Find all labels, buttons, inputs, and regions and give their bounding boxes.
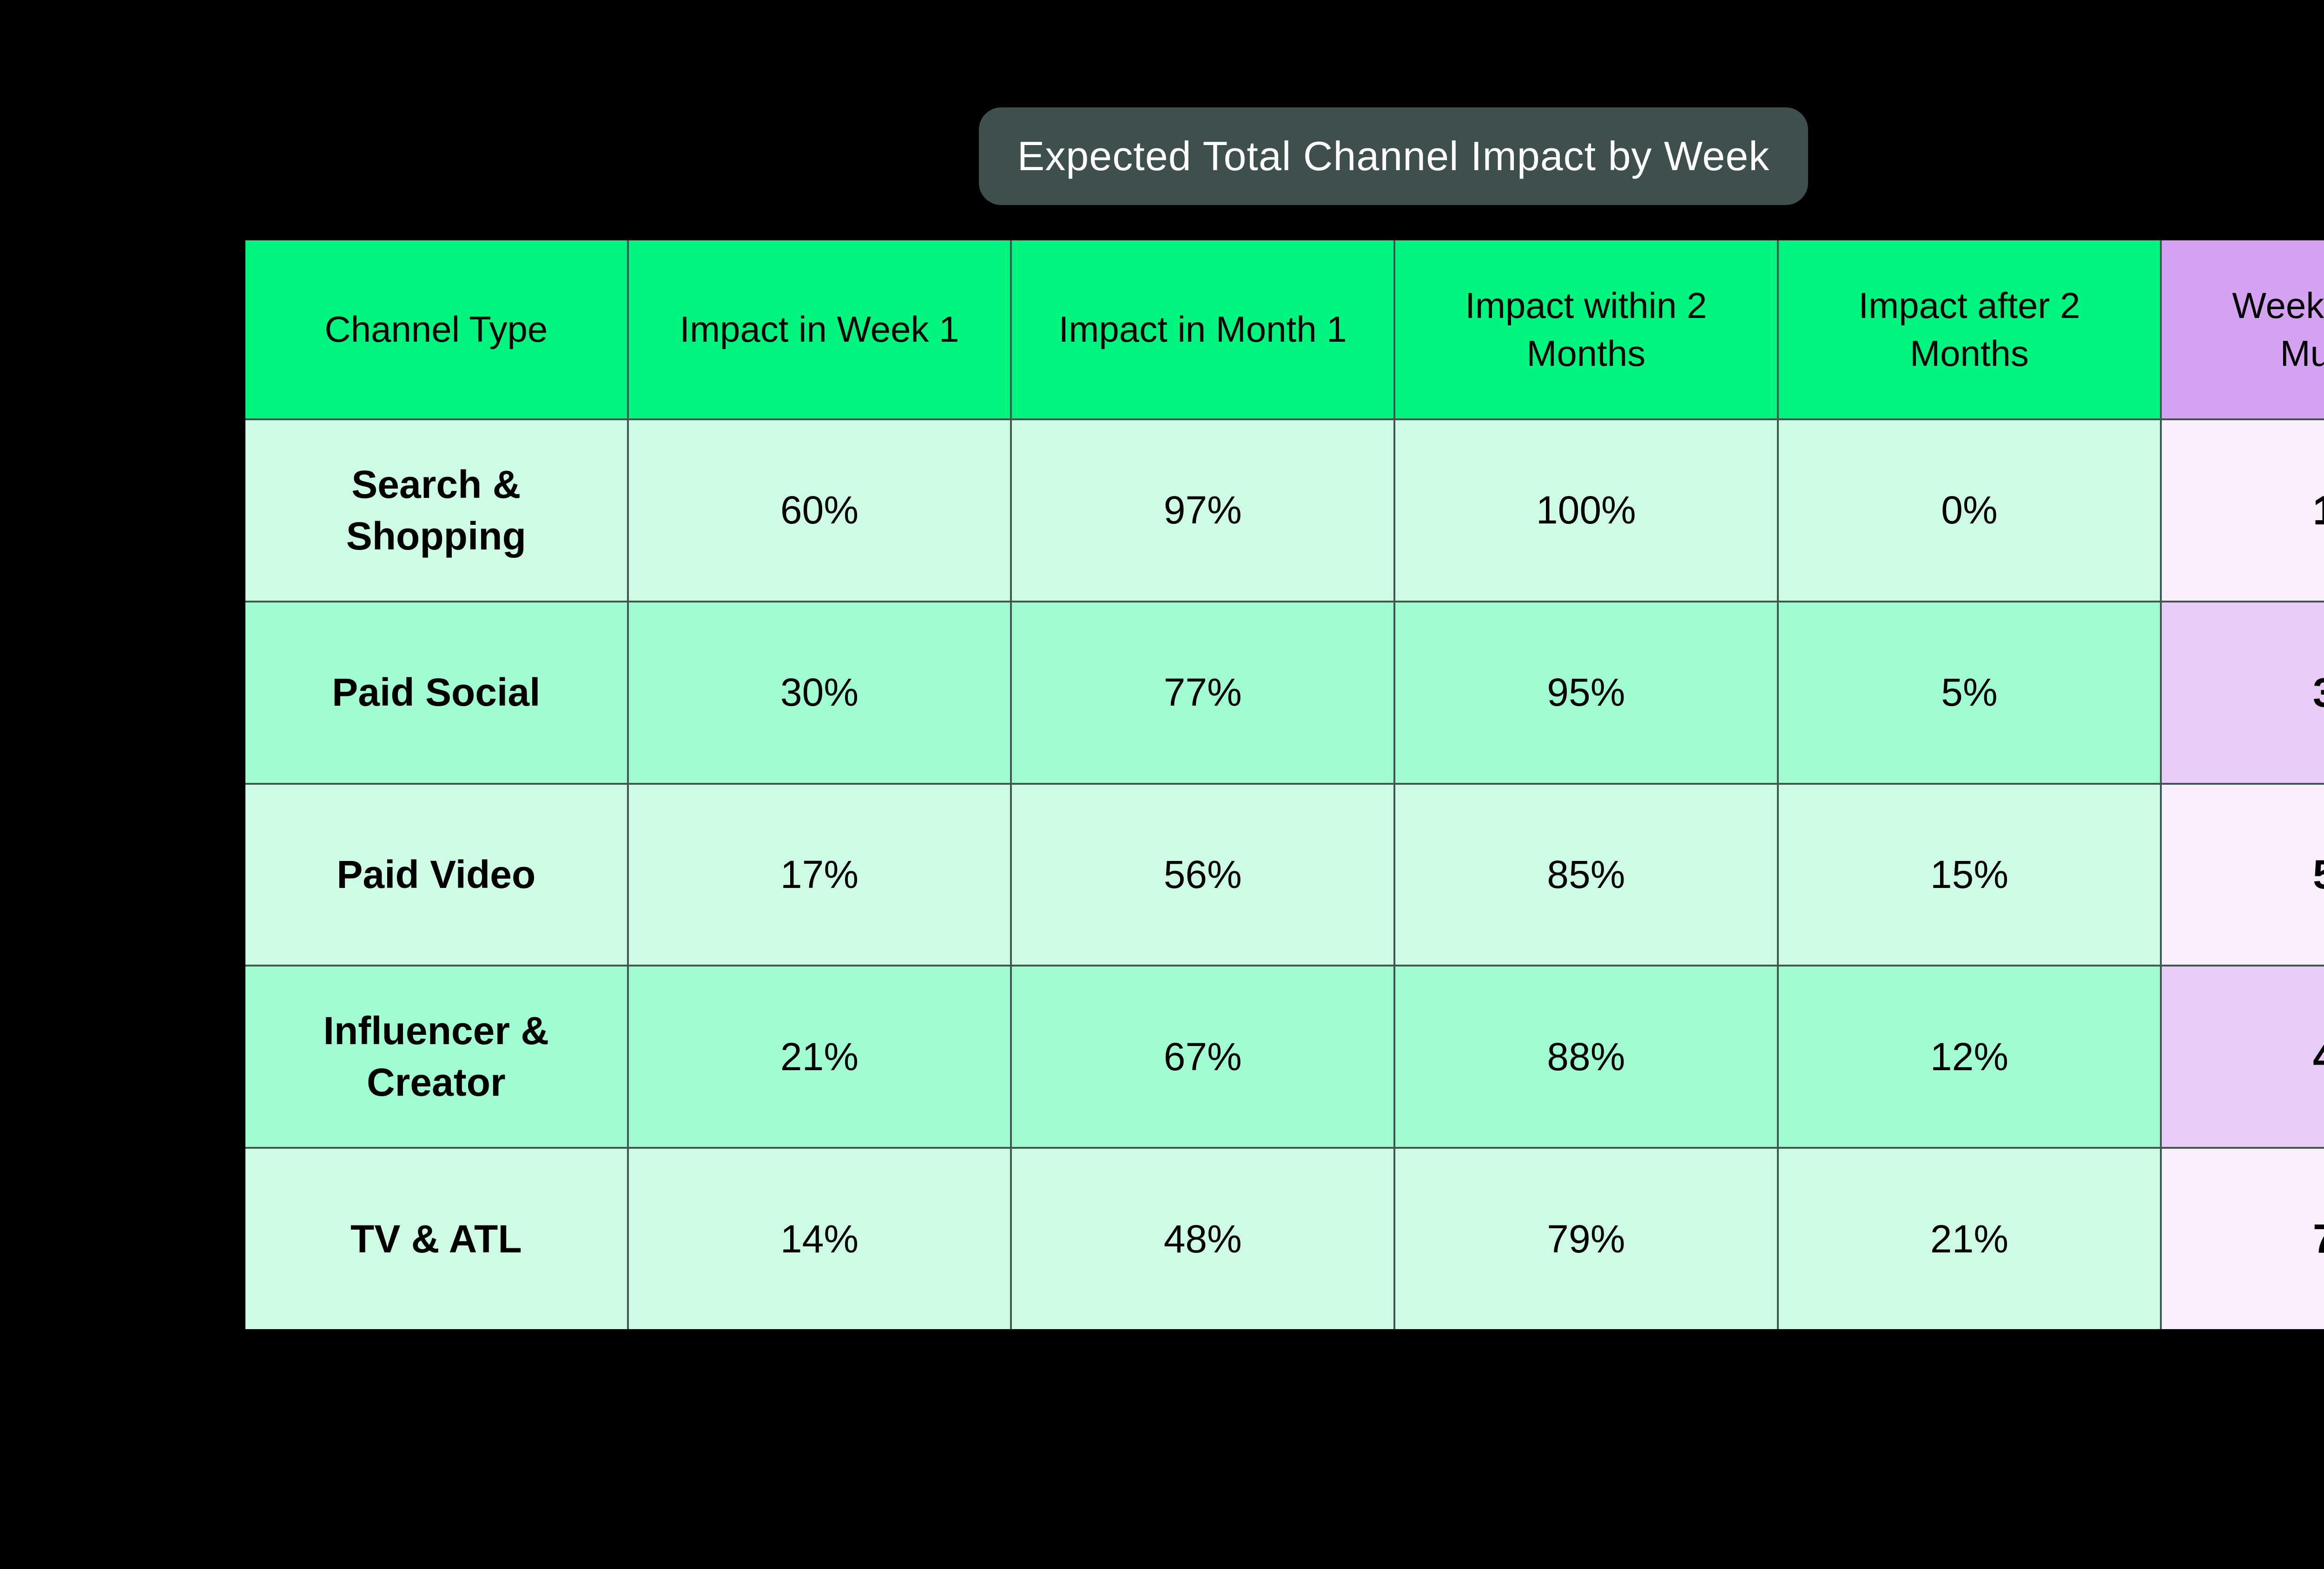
channel-cell: TV & ATL xyxy=(245,1149,627,1329)
value-cell: 21% xyxy=(1778,1149,2160,1329)
value-cell: 56% xyxy=(1012,784,1393,965)
page-title: Expected Total Channel Impact by Week xyxy=(1017,133,1770,179)
multiplier-cell: 1.6x xyxy=(2162,420,2324,601)
column-header-impact-within-2-months: Impact within 2 Months xyxy=(1395,240,1777,418)
value-cell: 21% xyxy=(628,967,1010,1147)
value-cell: 12% xyxy=(1778,967,2160,1147)
channel-cell: Paid Social xyxy=(245,602,627,783)
value-cell: 0% xyxy=(1778,420,2160,601)
channel-impact-table: Channel Type Impact in Week 1 Impact in … xyxy=(245,240,2324,1329)
value-cell: 97% xyxy=(1012,420,1393,601)
value-cell: 48% xyxy=(1012,1149,1393,1329)
value-cell: 14% xyxy=(628,1149,1010,1329)
multiplier-cell: 4.8x xyxy=(2162,967,2324,1147)
channel-cell: Paid Video xyxy=(245,784,627,965)
column-header-channel-type: Channel Type xyxy=(245,240,627,418)
value-cell: 85% xyxy=(1395,784,1777,965)
value-cell: 5% xyxy=(1778,602,2160,783)
value-cell: 79% xyxy=(1395,1149,1777,1329)
multiplier-cell: 5.9x xyxy=(2162,784,2324,965)
value-cell: 30% xyxy=(628,602,1010,783)
title-banner: Expected Total Channel Impact by Week xyxy=(979,107,1808,205)
value-cell: 15% xyxy=(1778,784,2160,965)
channel-cell: Search & Shopping xyxy=(245,420,627,601)
column-header-impact-month-1: Impact in Month 1 xyxy=(1012,240,1393,418)
value-cell: 95% xyxy=(1395,602,1777,783)
value-cell: 88% xyxy=(1395,967,1777,1147)
column-header-week-1-impact-multiplier: Week 1 Impact Multiplier xyxy=(2162,240,2324,418)
value-cell: 100% xyxy=(1395,420,1777,601)
multiplier-cell: 3.3x xyxy=(2162,602,2324,783)
value-cell: 77% xyxy=(1012,602,1393,783)
value-cell: 17% xyxy=(628,784,1010,965)
column-header-impact-week-1: Impact in Week 1 xyxy=(628,240,1010,418)
multiplier-cell: 7.1x xyxy=(2162,1149,2324,1329)
value-cell: 60% xyxy=(628,420,1010,601)
channel-cell: Influencer & Creator xyxy=(245,967,627,1147)
value-cell: 67% xyxy=(1012,967,1393,1147)
column-header-impact-after-2-months: Impact after 2 Months xyxy=(1778,240,2160,418)
